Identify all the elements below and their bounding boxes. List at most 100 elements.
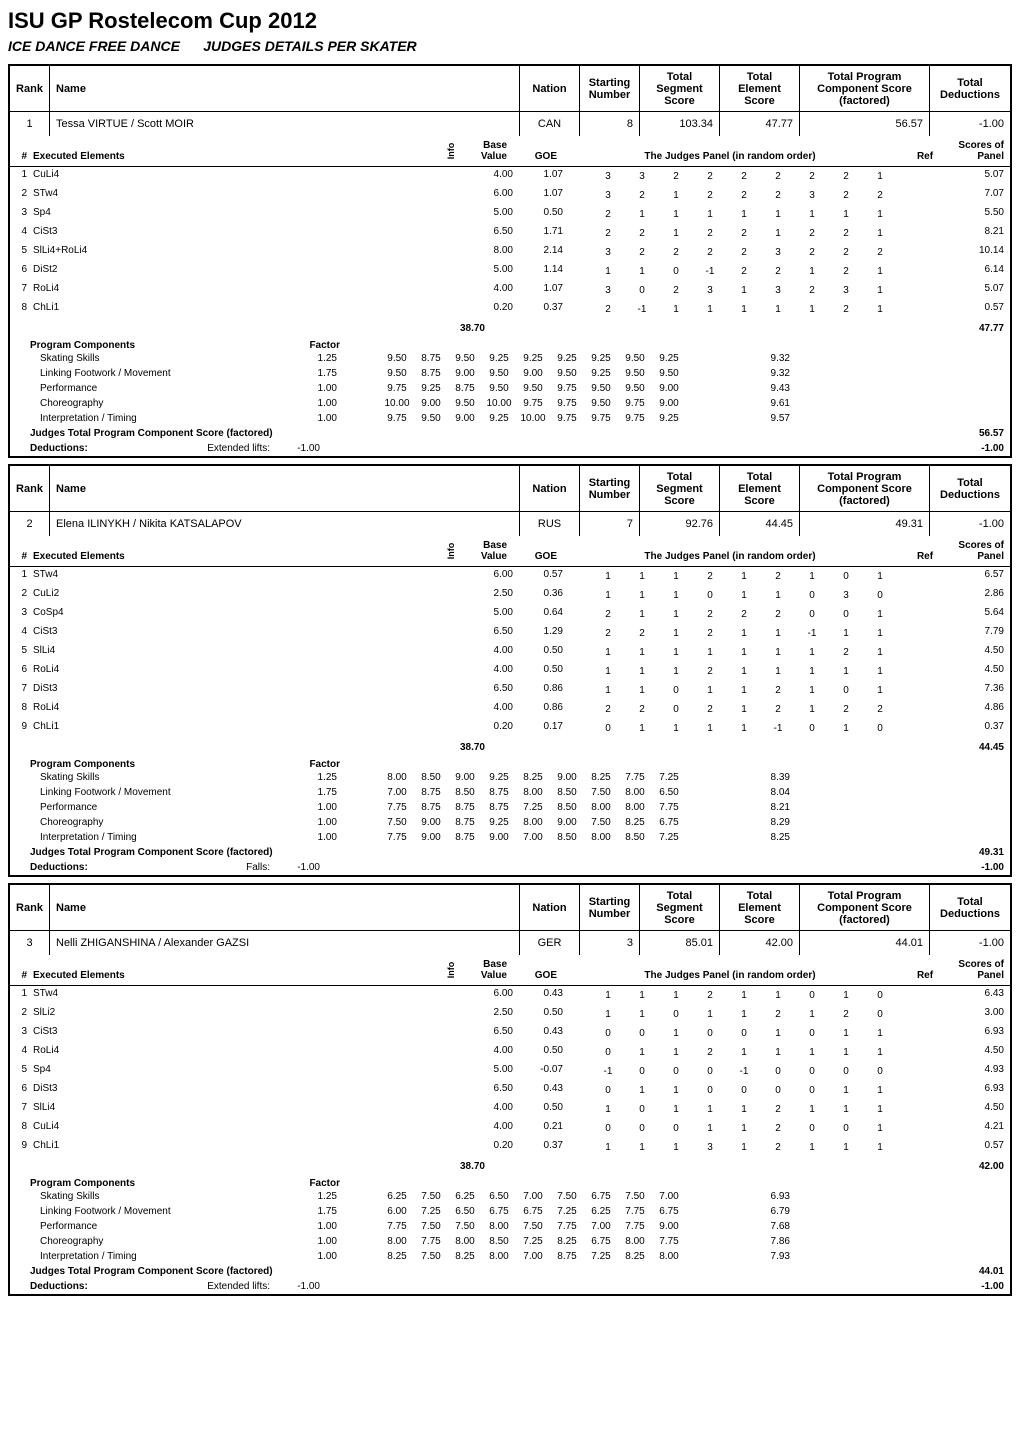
judge-score: 0 [795,988,829,1003]
ded-value: -1.00 [270,1281,320,1292]
pc-judge-score: 9.00 [448,411,482,426]
el-ref-spacer [900,281,950,300]
el-ref-spacer [900,624,950,643]
skater-total-segment: 103.34 [640,112,720,136]
el-base: 2.50 [466,586,516,605]
judges-wrap: 2-11111121 [566,300,900,319]
judges-wrap: 110112101 [566,681,900,700]
ded-reason: Extended lifts: [130,1281,270,1292]
el-name: SlLi4 [30,643,436,662]
header-row: Rank Name Nation Starting Number Total S… [10,466,1010,512]
element-row: 8 CuLi4 4.00 0.21 000112001 4.21 [10,1119,1010,1138]
pc-judge-score: 9.75 [550,411,584,426]
col-goe: GOE [510,955,560,985]
judge-score: 1 [829,1140,863,1155]
judge-score: 0 [591,1083,625,1098]
judge-score: 1 [693,207,727,222]
col-num: # [10,955,30,985]
element-row: 3 Sp4 5.00 0.50 211111111 5.50 [10,205,1010,224]
judges-wrap: 001001011 [566,1024,900,1043]
judge-score: 2 [659,245,693,260]
el-base: 4.00 [466,700,516,719]
el-info [436,624,466,643]
skater-total-pc: 56.57 [800,112,930,136]
judge-score: 0 [795,1121,829,1136]
el-name: SlLi4+RoLi4 [30,243,436,262]
pc-label: Choreography [10,396,290,411]
pc-judges-wrap: 7.757.507.508.007.507.757.007.759.00 [380,1219,686,1234]
element-row: 8 RoLi4 4.00 0.86 220212122 4.86 [10,700,1010,719]
el-name: CuLi4 [30,1119,436,1138]
el-name: ChLi1 [30,300,436,319]
el-info [436,681,466,700]
el-goe: 1.14 [516,262,566,281]
pc-factor: 1.25 [290,351,340,366]
el-num: 1 [10,567,30,586]
pc-judge-score: 8.50 [414,770,448,785]
pc-factor: 1.25 [290,770,340,785]
el-sop: 4.86 [950,700,1010,719]
col-goe: GOE [510,536,560,566]
base-total: 38.70 [438,321,488,336]
el-name: STw4 [30,186,436,205]
pc-judge-score: 8.00 [448,1234,482,1249]
pc-factor: 1.75 [290,366,340,381]
judge-score: 1 [863,1026,897,1041]
el-goe: 1.29 [516,624,566,643]
el-ref-spacer [900,1043,950,1062]
header-total-pc: Total Program Component Score (factored) [800,466,930,511]
pc-label: Choreography [10,1234,290,1249]
judge-score: 1 [659,226,693,241]
judge-score: 1 [863,607,897,622]
header-rank: Rank [10,66,50,111]
judge-score: 2 [591,702,625,717]
el-goe: 0.50 [516,662,566,681]
judge-score: 3 [591,283,625,298]
judges-wrap: 322223222 [566,243,900,262]
judge-score: 0 [795,588,829,603]
judge-score: 0 [625,1102,659,1117]
el-ref-spacer [900,681,950,700]
judge-score: 0 [761,1083,795,1098]
skater-name: Nelli ZHIGANSHINA / Alexander GAZSI [50,931,520,955]
el-name: DiSt3 [30,1081,436,1100]
el-info [436,700,466,719]
element-row: 5 SlLi4+RoLi4 8.00 2.14 322223222 10.14 [10,243,1010,262]
judge-score: 1 [693,1121,727,1136]
skater-rank: 2 [10,512,50,536]
el-goe: 0.57 [516,567,566,586]
pc-judge-score: 9.25 [482,411,516,426]
el-info [436,1005,466,1024]
pc-judges-wrap: 9.759.258.759.509.509.759.509.509.00 [380,381,686,396]
judge-score: 2 [727,188,761,203]
el-ref-spacer [900,1062,950,1081]
pc-label: Performance [10,800,290,815]
el-name: CiSt3 [30,1024,436,1043]
elements-header: # Executed Elements Info Base Value GOE … [10,955,1010,986]
judge-score: 1 [659,645,693,660]
el-base: 0.20 [466,300,516,319]
pc-row: Skating Skills 1.25 6.257.506.256.507.00… [10,1189,1010,1204]
pc-total-value: 56.57 [950,426,1010,441]
el-base: 6.50 [466,681,516,700]
judge-score: 1 [863,664,897,679]
pc-sop: 8.21 [736,800,796,815]
judge-score: 0 [795,1026,829,1041]
pc-row: Interpretation / Timing 1.00 7.759.008.7… [10,830,1010,845]
el-info [436,224,466,243]
judge-score: 1 [829,664,863,679]
judge-score: 1 [761,588,795,603]
judge-score: 3 [761,245,795,260]
ded-reason: Falls: [130,862,270,873]
judge-score: 0 [829,1121,863,1136]
judge-score: 2 [863,245,897,260]
el-sop: 6.57 [950,567,1010,586]
pc-judge-score: 10.00 [380,396,414,411]
judge-score: 2 [761,264,795,279]
ded-total: -1.00 [950,443,1010,454]
el-name: DiSt2 [30,262,436,281]
element-row: 6 RoLi4 4.00 0.50 111211111 4.50 [10,662,1010,681]
pc-sop: 9.61 [736,396,796,411]
judge-score: 1 [625,1083,659,1098]
pc-judge-score: 7.75 [618,770,652,785]
